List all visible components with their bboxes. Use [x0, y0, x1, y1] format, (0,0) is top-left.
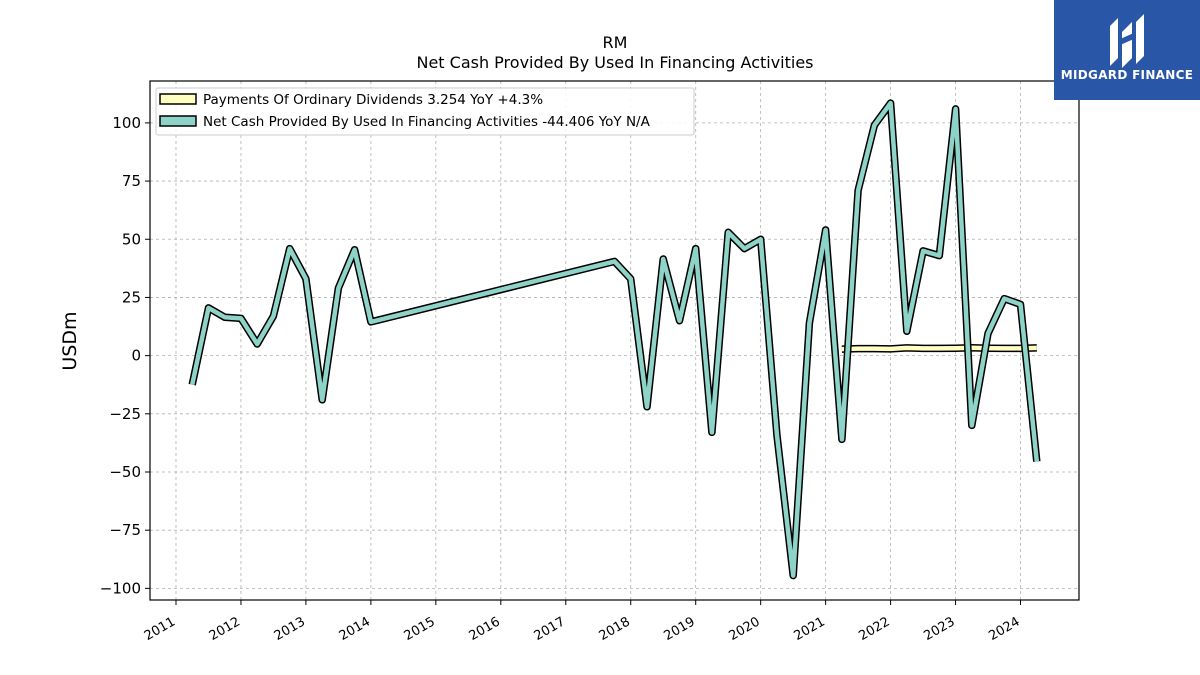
x-tick-label: 2020	[727, 614, 763, 644]
x-tick-label: 2013	[272, 614, 308, 644]
logo-mark-icon	[1110, 14, 1144, 68]
legend-label-financing: Net Cash Provided By Used In Financing A…	[203, 114, 651, 130]
grid	[150, 81, 1079, 600]
legend-swatch-financing	[159, 115, 197, 127]
x-tick-label: 2021	[791, 614, 827, 644]
series-layer	[188, 99, 1041, 580]
y-tick-label: 25	[122, 288, 141, 306]
logo-text: MIDGARD FINANCE	[1060, 68, 1194, 82]
x-tick-label: 2024	[986, 614, 1022, 644]
x-tick-label: 2022	[856, 614, 892, 644]
x-tick-label: 2018	[597, 614, 633, 644]
series-financing-outline	[188, 99, 1041, 580]
x-tick-label: 2017	[532, 614, 568, 644]
y-tick-label: 50	[122, 230, 141, 248]
x-tick-label: 2011	[142, 614, 178, 644]
y-tick-label: −25	[109, 405, 141, 423]
legend-swatch-dividends	[159, 93, 197, 105]
x-tick-label: 2016	[467, 614, 503, 644]
y-axis-label: USDm	[59, 311, 81, 370]
y-tick-label: 75	[122, 172, 141, 190]
y-tick-label: 0	[131, 347, 141, 365]
y-axis: −100 −75 −50 −25 0 25 50 75 100	[100, 114, 150, 597]
x-tick-label: 2019	[662, 614, 698, 644]
series-financing-line	[189, 100, 1040, 578]
x-tick-label: 2015	[402, 614, 438, 644]
series-dividends-line	[841, 345, 1037, 352]
legend: Payments Of Ordinary Dividends 3.254 YoY…	[155, 87, 695, 136]
y-tick-label: 100	[112, 114, 141, 132]
y-tick-label: −75	[109, 521, 141, 539]
x-tick-label: 2014	[337, 614, 373, 644]
x-tick-label: 2023	[921, 614, 957, 644]
y-tick-label: −100	[100, 579, 141, 597]
y-tick-label: −50	[109, 463, 141, 481]
plot-frame	[149, 80, 1080, 601]
chart-subtitle: Net Cash Provided By Used In Financing A…	[416, 53, 813, 72]
x-tick-label: 2012	[207, 614, 243, 644]
legend-label-dividends: Payments Of Ordinary Dividends 3.254 YoY…	[203, 92, 543, 108]
logo: MIDGARD FINANCE	[1054, 0, 1200, 100]
x-axis: 2011 2012 2013 2014 2015 2016 2017 2018 2019 2020…	[142, 600, 1023, 644]
chart-title: RM	[603, 33, 628, 52]
legend-box	[155, 87, 695, 136]
